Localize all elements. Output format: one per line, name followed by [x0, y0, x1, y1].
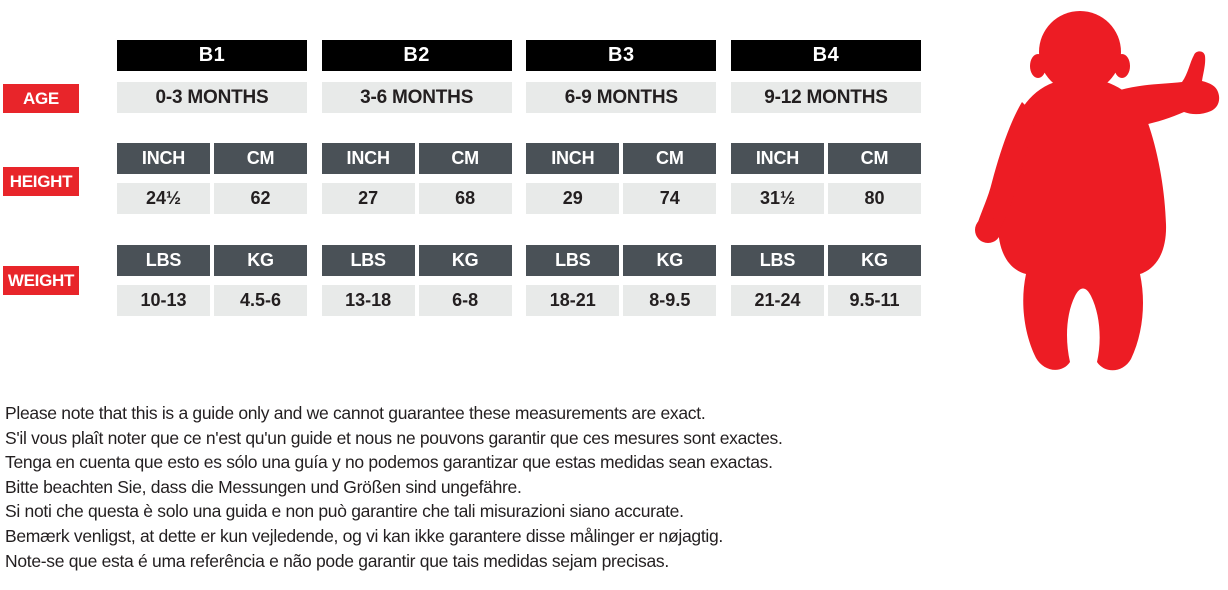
size-chart-table: B1 0-3 MONTHS INCH CM 24½ 62 LBS KG 10-1…: [117, 40, 921, 316]
kg-unit-header: KG: [214, 245, 307, 276]
baby-silhouette-icon: [975, 11, 1220, 371]
size-column-b2: B2 3-6 MONTHS INCH CM 27 68 LBS KG 13-18…: [321, 40, 512, 316]
weight-lbs-value: 21-24: [730, 285, 824, 316]
age-value: 3-6 MONTHS: [321, 82, 512, 113]
size-code-header: B3: [526, 40, 717, 71]
disclaimer-text: Please note that this is a guide only an…: [5, 401, 1005, 573]
cm-unit-header: CM: [418, 143, 512, 174]
weight-lbs-value: 18-21: [526, 285, 620, 316]
weight-lbs-value: 13-18: [321, 285, 415, 316]
height-row-label: HEIGHT: [3, 167, 79, 196]
height-cm-value: 80: [827, 183, 921, 214]
lbs-unit-header: LBS: [526, 245, 620, 276]
disclaimer-line-da: Bemærk venligst, at dette er kun vejlede…: [5, 525, 723, 546]
cm-unit-header: CM: [827, 143, 921, 174]
disclaimer-line-de: Bitte beachten Sie, dass die Messungen u…: [5, 476, 522, 497]
lbs-unit-header: LBS: [117, 245, 210, 276]
cm-unit-header: CM: [623, 143, 717, 174]
weight-kg-value: 4.5-6: [214, 285, 307, 316]
height-inch-value: 31½: [730, 183, 824, 214]
kg-unit-header: KG: [827, 245, 921, 276]
inch-unit-header: INCH: [730, 143, 824, 174]
disclaimer-line-it: Si noti che questa è solo una guida e no…: [5, 501, 684, 522]
weight-lbs-value: 10-13: [117, 285, 210, 316]
height-inch-value: 24½: [117, 183, 210, 214]
weight-kg-value: 9.5-11: [827, 285, 921, 316]
height-cm-value: 62: [214, 183, 307, 214]
size-code-header: B1: [117, 40, 307, 71]
weight-kg-value: 6-8: [418, 285, 512, 316]
inch-unit-header: INCH: [117, 143, 210, 174]
disclaimer-line-en: Please note that this is a guide only an…: [5, 403, 706, 423]
height-inch-value: 29: [526, 183, 620, 214]
inch-unit-header: INCH: [526, 143, 620, 174]
height-cm-value: 68: [418, 183, 512, 214]
lbs-unit-header: LBS: [730, 245, 824, 276]
disclaimer-line-es: Tenga en cuenta que esto es sólo una guí…: [5, 452, 773, 473]
height-cm-value: 74: [623, 183, 717, 214]
disclaimer-line-fr: S'il vous plaît noter que ce n'est qu'un…: [5, 427, 783, 448]
size-column-b3: B3 6-9 MONTHS INCH CM 29 74 LBS KG 18-21…: [526, 40, 717, 316]
cm-unit-header: CM: [214, 143, 307, 174]
weight-row-label: WEIGHT: [3, 266, 79, 295]
age-value: 6-9 MONTHS: [526, 82, 717, 113]
lbs-unit-header: LBS: [321, 245, 415, 276]
age-value: 0-3 MONTHS: [117, 82, 307, 113]
weight-kg-value: 8-9.5: [623, 285, 717, 316]
size-column-b1: B1 0-3 MONTHS INCH CM 24½ 62 LBS KG 10-1…: [117, 40, 307, 316]
size-code-header: B4: [730, 40, 921, 71]
kg-unit-header: KG: [623, 245, 717, 276]
age-row-label: AGE: [3, 84, 79, 113]
disclaimer-line-pt: Note-se que esta é uma referência e não …: [5, 550, 669, 571]
kg-unit-header: KG: [418, 245, 512, 276]
size-column-b4: B4 9-12 MONTHS INCH CM 31½ 80 LBS KG 21-…: [730, 40, 921, 316]
size-code-header: B2: [321, 40, 512, 71]
inch-unit-header: INCH: [321, 143, 415, 174]
height-inch-value: 27: [321, 183, 415, 214]
age-value: 9-12 MONTHS: [730, 82, 921, 113]
